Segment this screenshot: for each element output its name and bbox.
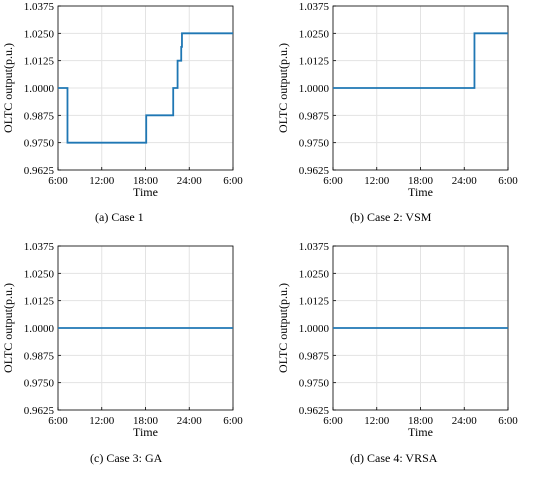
x-tick-label: 24:00 [177, 175, 203, 187]
y-axis-label: OLTC output(p.u.) [1, 43, 15, 133]
y-tick-label: 1.0375 [299, 241, 330, 253]
series-line [58, 32, 233, 144]
y-tick-label: 0.9750 [299, 378, 330, 390]
chart-svg-3: 0.9625 0.9750 0.9875 1.0000 1.0125 1.0250 1.03… [1, 241, 243, 439]
series-line [333, 32, 508, 89]
y-tick-label: 1.0000 [24, 83, 55, 95]
y-tick-label: 1.0250 [299, 28, 330, 40]
y-tick-label: 0.9750 [299, 138, 330, 150]
y-tick-label: 1.0125 [24, 56, 55, 68]
y-tick-label: 0.9625 [299, 405, 330, 417]
y-tick-label: 1.0125 [24, 296, 55, 308]
y-tick-label: 1.0250 [24, 28, 55, 40]
y-tick-label: 0.9875 [299, 110, 330, 122]
x-tick-label: 6:00 [223, 415, 243, 427]
x-tick-label: 6:00 [498, 415, 518, 427]
y-tick-label: 1.0000 [24, 323, 55, 335]
chart-svg-2: 0.9625 0.9750 0.9875 1.0000 1.0125 1.0250 1.03… [276, 1, 518, 199]
chart-caption-1: (a) Case 1 [95, 210, 144, 224]
y-tick-label: 0.9875 [299, 350, 330, 362]
y-axis-label: OLTC output(p.u.) [1, 283, 15, 373]
x-tick-label: 18:00 [408, 175, 434, 187]
y-tick-label: 1.0250 [299, 268, 330, 280]
x-tick-label: 12:00 [89, 175, 115, 187]
x-axis-label: Time [408, 425, 433, 439]
y-tick-label: 1.0125 [299, 56, 330, 68]
y-tick-label: 1.0375 [299, 1, 330, 13]
x-tick-label: 18:00 [133, 415, 159, 427]
x-tick-label: 12:00 [364, 415, 390, 427]
y-tick-label: 0.9750 [24, 138, 55, 150]
y-tick-label: 0.9625 [299, 165, 330, 177]
x-axis-label: Time [133, 185, 158, 199]
x-tick-label: 6:00 [323, 415, 343, 427]
y-tick-label: 1.0375 [24, 241, 55, 253]
chart-svg-1: 0.9625 0.9750 0.9875 1.0000 1.0125 1.0250 1.03… [1, 1, 243, 199]
y-tick-label: 0.9875 [24, 110, 55, 122]
x-tick-label: 6:00 [48, 175, 68, 187]
x-tick-label: 12:00 [89, 415, 115, 427]
chart-panel-3: 0.9625 0.9750 0.9875 1.0000 1.0125 1.0250 1.03… [0, 240, 275, 479]
y-tick-label: 1.0000 [299, 83, 330, 95]
chart-panel-1: 0.9625 0.9750 0.9875 1.0000 1.0125 1.0250 1.03… [0, 0, 275, 239]
x-tick-label: 24:00 [452, 175, 478, 187]
x-tick-label: 18:00 [408, 415, 434, 427]
y-axis-label: OLTC output(p.u.) [276, 283, 290, 373]
y-tick-label: 1.0250 [24, 268, 55, 280]
x-tick-label: 24:00 [177, 415, 203, 427]
chart-caption-2: (b) Case 2: VSM [350, 210, 432, 224]
x-tick-label: 24:00 [452, 415, 478, 427]
chart-svg-4: 0.9625 0.9750 0.9875 1.0000 1.0125 1.0250 1.03… [276, 241, 518, 439]
x-tick-label: 12:00 [364, 175, 390, 187]
chart-caption-4: (d) Case 4: VRSA [350, 451, 438, 465]
y-tick-label: 0.9625 [24, 165, 55, 177]
y-axis-label: OLTC output(p.u.) [276, 43, 290, 133]
chart-panel-4: 0.9625 0.9750 0.9875 1.0000 1.0125 1.0250 1.03… [275, 240, 550, 479]
x-tick-label: 6:00 [48, 415, 68, 427]
x-tick-label: 6:00 [498, 175, 518, 187]
y-tick-label: 0.9875 [24, 350, 55, 362]
y-tick-label: 1.0000 [299, 323, 330, 335]
y-tick-label: 0.9750 [24, 378, 55, 390]
chart-panel-2: 0.9625 0.9750 0.9875 1.0000 1.0125 1.0250 1.03… [275, 0, 550, 239]
x-axis-label: Time [133, 425, 158, 439]
x-axis-label: Time [408, 185, 433, 199]
chart-caption-3: (c) Case 3: GA [90, 451, 163, 465]
x-tick-label: 18:00 [133, 175, 159, 187]
y-tick-label: 1.0125 [299, 296, 330, 308]
x-tick-label: 6:00 [223, 175, 243, 187]
y-tick-label: 0.9625 [24, 405, 55, 417]
x-tick-label: 6:00 [323, 175, 343, 187]
y-tick-label: 1.0375 [24, 1, 55, 13]
